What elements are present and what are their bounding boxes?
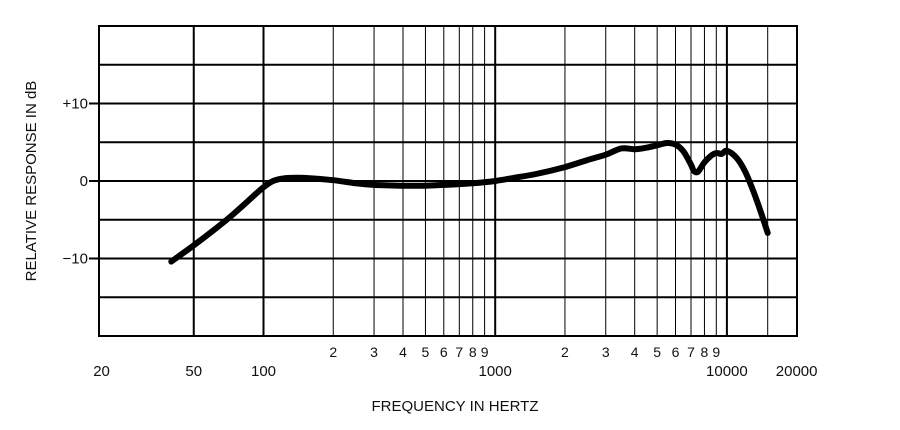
x-minor-tick-label: 3 [370, 344, 378, 360]
x-minor-tick-label: 4 [399, 344, 407, 360]
x-minor-tick-label: 5 [653, 344, 661, 360]
y-axis-title: RELATIVE RESPONSE IN dB [23, 81, 40, 282]
x-minor-tick-label: 7 [687, 344, 695, 360]
x-minor-tick-label: 2 [561, 344, 569, 360]
x-minor-tick-label: 3 [602, 344, 610, 360]
x-tick-labels: 2 3 4 5 6 7 8 9 2 3 4 5 6 7 8 920 50 100 1000 10000 20000 [93, 344, 817, 380]
x-major-tick-label: 100 [251, 363, 276, 380]
x-minor-tick-label: 8 [469, 344, 477, 360]
x-minor-tick-label: 7 [455, 344, 463, 360]
x-major-tick-label: 20000 [776, 363, 818, 380]
x-minor-tick-label: 2 [329, 344, 337, 360]
y-tick-label: +10 [63, 96, 88, 113]
y-tick-label: −10 [63, 251, 88, 268]
series-group [168, 139, 771, 265]
y-tick-label: 0 [80, 173, 88, 190]
x-minor-tick-label: 5 [422, 344, 430, 360]
x-minor-tick-label: 8 [701, 344, 709, 360]
x-major-tick-label: 50 [185, 363, 202, 380]
x-major-tick-label: 1000 [479, 363, 512, 380]
plot-frame [98, 25, 798, 337]
x-minor-tick-label: 6 [672, 344, 680, 360]
x-axis-title: FREQUENCY IN HERTZ [372, 398, 539, 415]
response-curve [168, 139, 771, 265]
x-major-tick-label: 20 [93, 363, 110, 380]
x-major-tick-label: 10000 [706, 363, 748, 380]
y-tick-labels: +10 0 −10 [63, 96, 88, 268]
x-minor-tick-label: 9 [481, 344, 489, 360]
x-minor-tick-label: 6 [440, 344, 448, 360]
x-minor-tick-label: 4 [631, 344, 639, 360]
x-minor-tick-label: 9 [712, 344, 720, 360]
